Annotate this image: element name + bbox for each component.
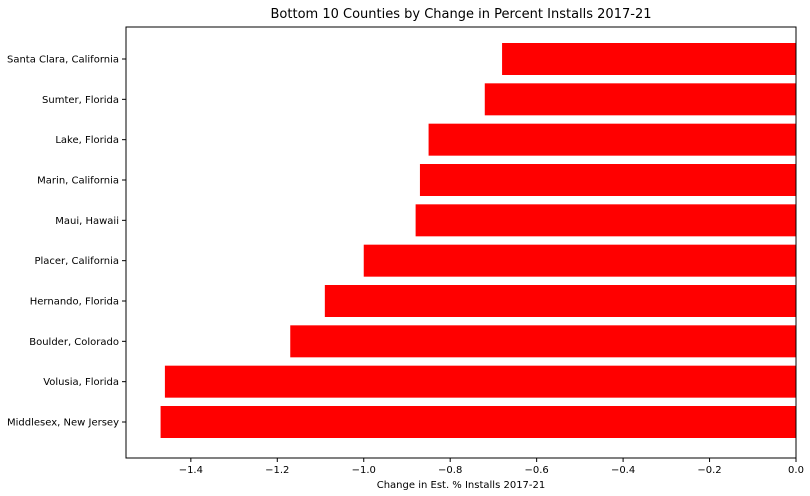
- bar: [324, 285, 796, 317]
- x-axis: −1.4 −1.2 −1.0 −0.8 −0.6 −0.4 −0.2 0.0: [179, 458, 804, 476]
- y-tick-label: Marin, California: [37, 176, 119, 187]
- bar: [164, 365, 797, 398]
- bar: [290, 325, 796, 358]
- y-axis: Santa Clara, California Sumter, Florida La…: [7, 55, 126, 429]
- bar: [363, 244, 796, 277]
- y-tick-label: Lake, Florida: [55, 135, 119, 146]
- x-tick-label: −0.4: [611, 465, 635, 476]
- y-tick-label: Middlesex, New Jersey: [7, 418, 119, 429]
- y-tick-label: Placer, California: [34, 256, 119, 267]
- y-tick-label: Maui, Hawaii: [55, 216, 119, 227]
- x-tick-label: −1.4: [179, 465, 203, 476]
- x-tick-label: −1.2: [265, 465, 289, 476]
- bar: [419, 164, 796, 196]
- x-axis-label: Change in Est. % Installs 2017-21: [377, 480, 546, 491]
- bar: [484, 83, 796, 116]
- y-tick-label: Hernando, Florida: [30, 297, 119, 308]
- x-tick-label: −0.6: [524, 465, 548, 476]
- y-tick-label: Santa Clara, California: [7, 55, 119, 66]
- x-tick-label: −1.0: [352, 465, 376, 476]
- bar: [502, 43, 796, 75]
- bar: [428, 123, 796, 156]
- x-tick-label: −0.2: [697, 465, 721, 476]
- plot-frame: [125, 26, 797, 459]
- bar: [415, 204, 796, 237]
- bars-group: [160, 43, 797, 438]
- y-tick-label: Boulder, Colorado: [29, 337, 119, 348]
- x-tick-label: −0.8: [438, 465, 462, 476]
- y-tick-label: Sumter, Florida: [42, 95, 119, 106]
- chart-title: Bottom 10 Counties by Change in Percent …: [271, 7, 652, 22]
- bar: [160, 406, 797, 438]
- x-tick-label: 0.0: [788, 465, 804, 476]
- y-tick-label: Volusia, Florida: [43, 377, 119, 388]
